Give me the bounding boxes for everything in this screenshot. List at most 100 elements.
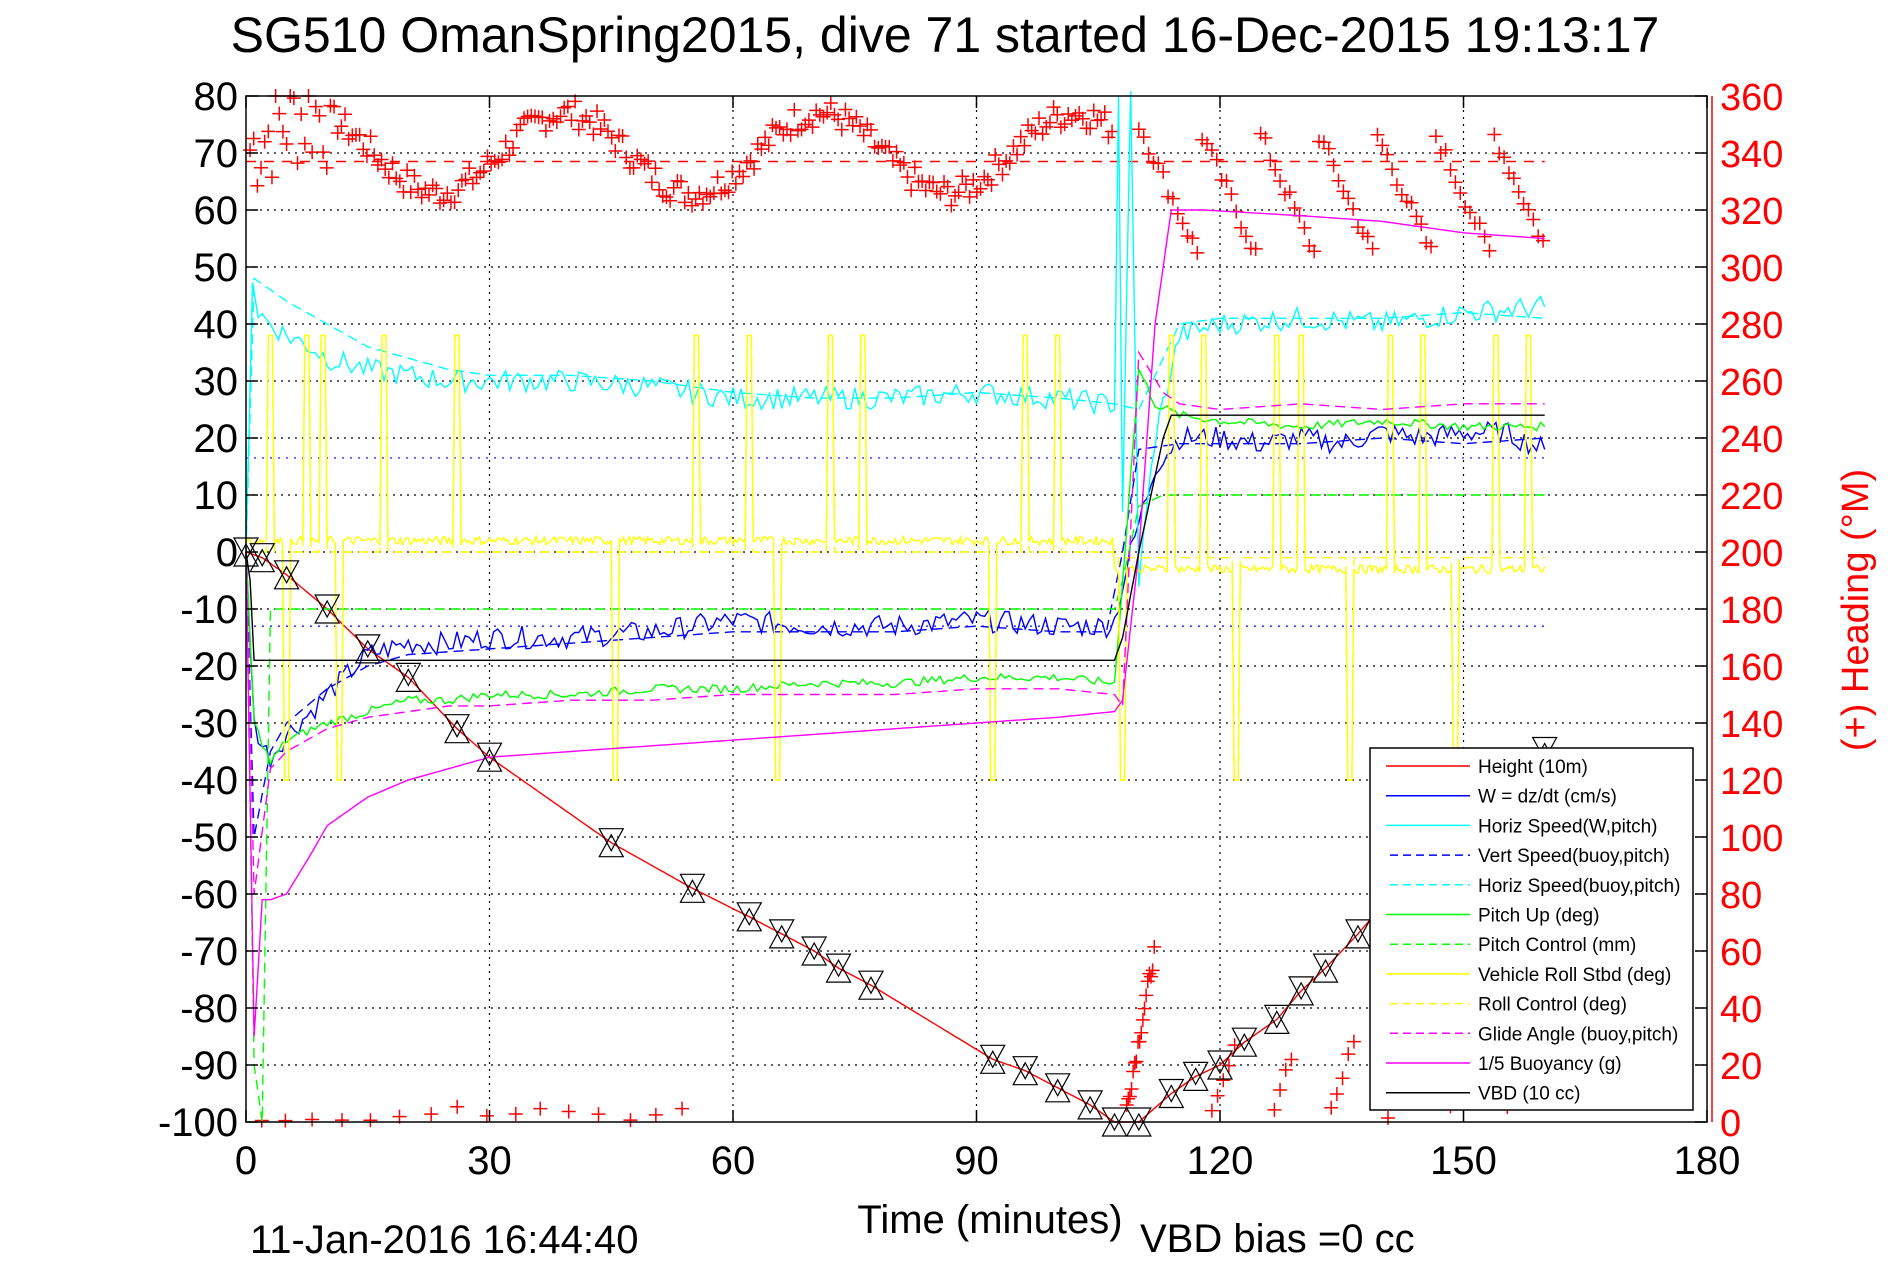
heading-point [294,107,309,122]
heading-point [1097,105,1112,120]
heading-point [677,195,692,210]
heading-point [710,170,725,185]
heading-point [447,195,462,210]
heading-point [995,167,1010,182]
heading-point [1142,966,1157,981]
heading-point [863,122,878,137]
heading-point [1129,1054,1144,1069]
depth-marker [1077,1090,1104,1120]
y-axis-ticks: 80 70 60 50 40 30 20 10 0 -10 -20 -30 -40 -50 -60 -70 -8… [158,75,1707,1145]
heading-point [630,148,645,163]
heading-point [1135,1012,1150,1027]
heading-point [1375,138,1390,153]
y-right-tick-label: 20 [1720,1046,1762,1088]
legend-label: W = dz/dt (cm/s) [1478,787,1617,808]
heading-point [1381,1110,1396,1125]
heading-point [1273,1082,1288,1097]
y-tick-label: 70 [194,132,239,176]
x-tick-label: 60 [711,1139,756,1183]
heading-point [1119,1098,1134,1112]
heading-point [363,129,378,144]
depth-marker [1312,953,1339,983]
depth-marker [979,1044,1006,1074]
heading-point [1414,217,1429,232]
heading-point [717,183,732,198]
heading-point [1190,245,1205,260]
heading-point [319,160,334,175]
heading-point [403,185,418,200]
y-tick-label: -40 [180,759,238,803]
heading-point [1453,186,1468,201]
heading-point [436,193,451,208]
heading-point [425,178,440,193]
heading-point [465,176,480,191]
heading-point [1013,129,1028,144]
heading-point [389,171,404,186]
heading-point [659,190,674,205]
heading-point [1234,220,1249,235]
heading-point [849,109,864,124]
heading-point [1209,152,1224,167]
y-tick-label: 80 [194,75,239,119]
heading-point [411,182,426,197]
heading-point [1145,963,1160,978]
heading-point [947,188,962,203]
heading-point [586,127,601,142]
heading-point [896,155,911,170]
heading-point [261,124,276,139]
heading-point [1165,191,1180,206]
heading-point [571,122,586,137]
legend-label: Horiz Speed(buoy,pitch) [1478,876,1680,897]
depth-marker [1344,919,1371,949]
heading-point [787,102,802,117]
y-tick-label: -10 [180,588,238,632]
heading-point [736,169,751,184]
heading-point [1346,201,1361,216]
heading-point [1170,206,1185,221]
heading-point [1268,162,1283,177]
y-right-tick-label: 100 [1720,818,1783,860]
heading-point [958,177,973,192]
heading-point [1219,173,1234,188]
depth-marker [1182,1061,1209,1091]
heading-point [1497,150,1512,165]
heading-point [385,156,400,171]
heading-point [254,160,269,175]
depth-marker [736,902,763,932]
y-tick-label: 0 [216,531,238,575]
heading-point [831,112,846,127]
series-1-5-buoyancy-g- [245,209,1545,1037]
reference-lines [246,160,1545,627]
heading-point [955,169,970,184]
heading-point [305,1112,320,1127]
heading-point [535,110,550,125]
heading-point [1132,1034,1147,1049]
heading-point [743,153,758,168]
heading-point [893,158,908,173]
heading-point [480,149,495,164]
heading-point [1017,138,1032,153]
depth-marker [395,662,422,692]
heading-point [907,160,922,175]
depth-marker [679,873,706,903]
heading-point [508,1107,523,1122]
heading-point [666,180,681,195]
y-tick-label: -20 [180,645,238,689]
y-tick-label: 20 [194,417,239,461]
depth-markers [232,537,1558,1137]
heading-point [272,106,287,121]
heading-point [327,99,342,114]
y-right-tick-label: 220 [1720,476,1783,518]
heading-point [1521,202,1536,217]
heading-point [1053,120,1068,135]
y-tick-label: -70 [180,930,238,974]
heading-point [381,170,396,185]
heading-point [1086,103,1101,118]
legend-box [1369,747,1694,1111]
y-tick-label: -60 [180,873,238,917]
heading-point [498,134,513,149]
timestamp-label: 11-Jan-2016 16:44:40 [250,1218,638,1262]
x-tick-label: 180 [1674,1139,1741,1183]
y-right-tick-label: 160 [1720,647,1783,689]
heading-point [652,182,667,197]
